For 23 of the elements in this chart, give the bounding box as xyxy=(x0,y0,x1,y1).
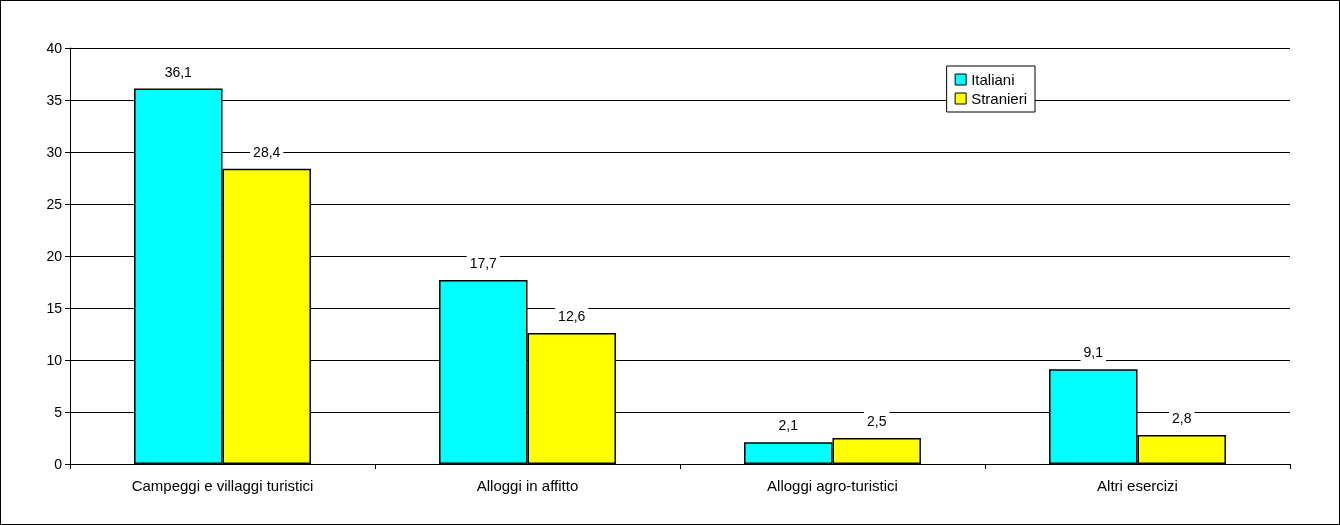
data-label: 36,1 xyxy=(164,63,193,80)
y-tick-label: 5 xyxy=(54,404,63,420)
x-tick-label: Alloggi in affitto xyxy=(476,477,579,494)
x-tick-label: Campeggi e villaggi turistici xyxy=(131,477,314,494)
x-tick-label: Altri esercizi xyxy=(1097,477,1178,494)
y-tick-label: 0 xyxy=(54,456,63,472)
legend-label: Italiani xyxy=(971,71,1015,88)
data-label: 2,1 xyxy=(778,417,799,434)
data-label: 2,5 xyxy=(866,413,887,429)
x-tick-label: Alloggi agro-turistici xyxy=(767,477,898,494)
data-label: 28,4 xyxy=(253,143,281,160)
y-tick-label: 35 xyxy=(46,92,63,108)
y-tick-label: 30 xyxy=(46,144,63,160)
data-label: 9,1 xyxy=(1083,344,1104,361)
y-tick-label: 25 xyxy=(46,196,63,212)
y-tick-label: 10 xyxy=(46,352,63,368)
legend-label: Stranieri xyxy=(971,90,1027,107)
data-label: 17,7 xyxy=(469,254,498,271)
y-tick-label: 40 xyxy=(46,40,63,56)
y-tick-label: 20 xyxy=(46,248,63,264)
data-label: 2,8 xyxy=(1171,409,1192,426)
data-label: 12,6 xyxy=(558,307,586,324)
y-tick-label: 15 xyxy=(46,300,63,316)
